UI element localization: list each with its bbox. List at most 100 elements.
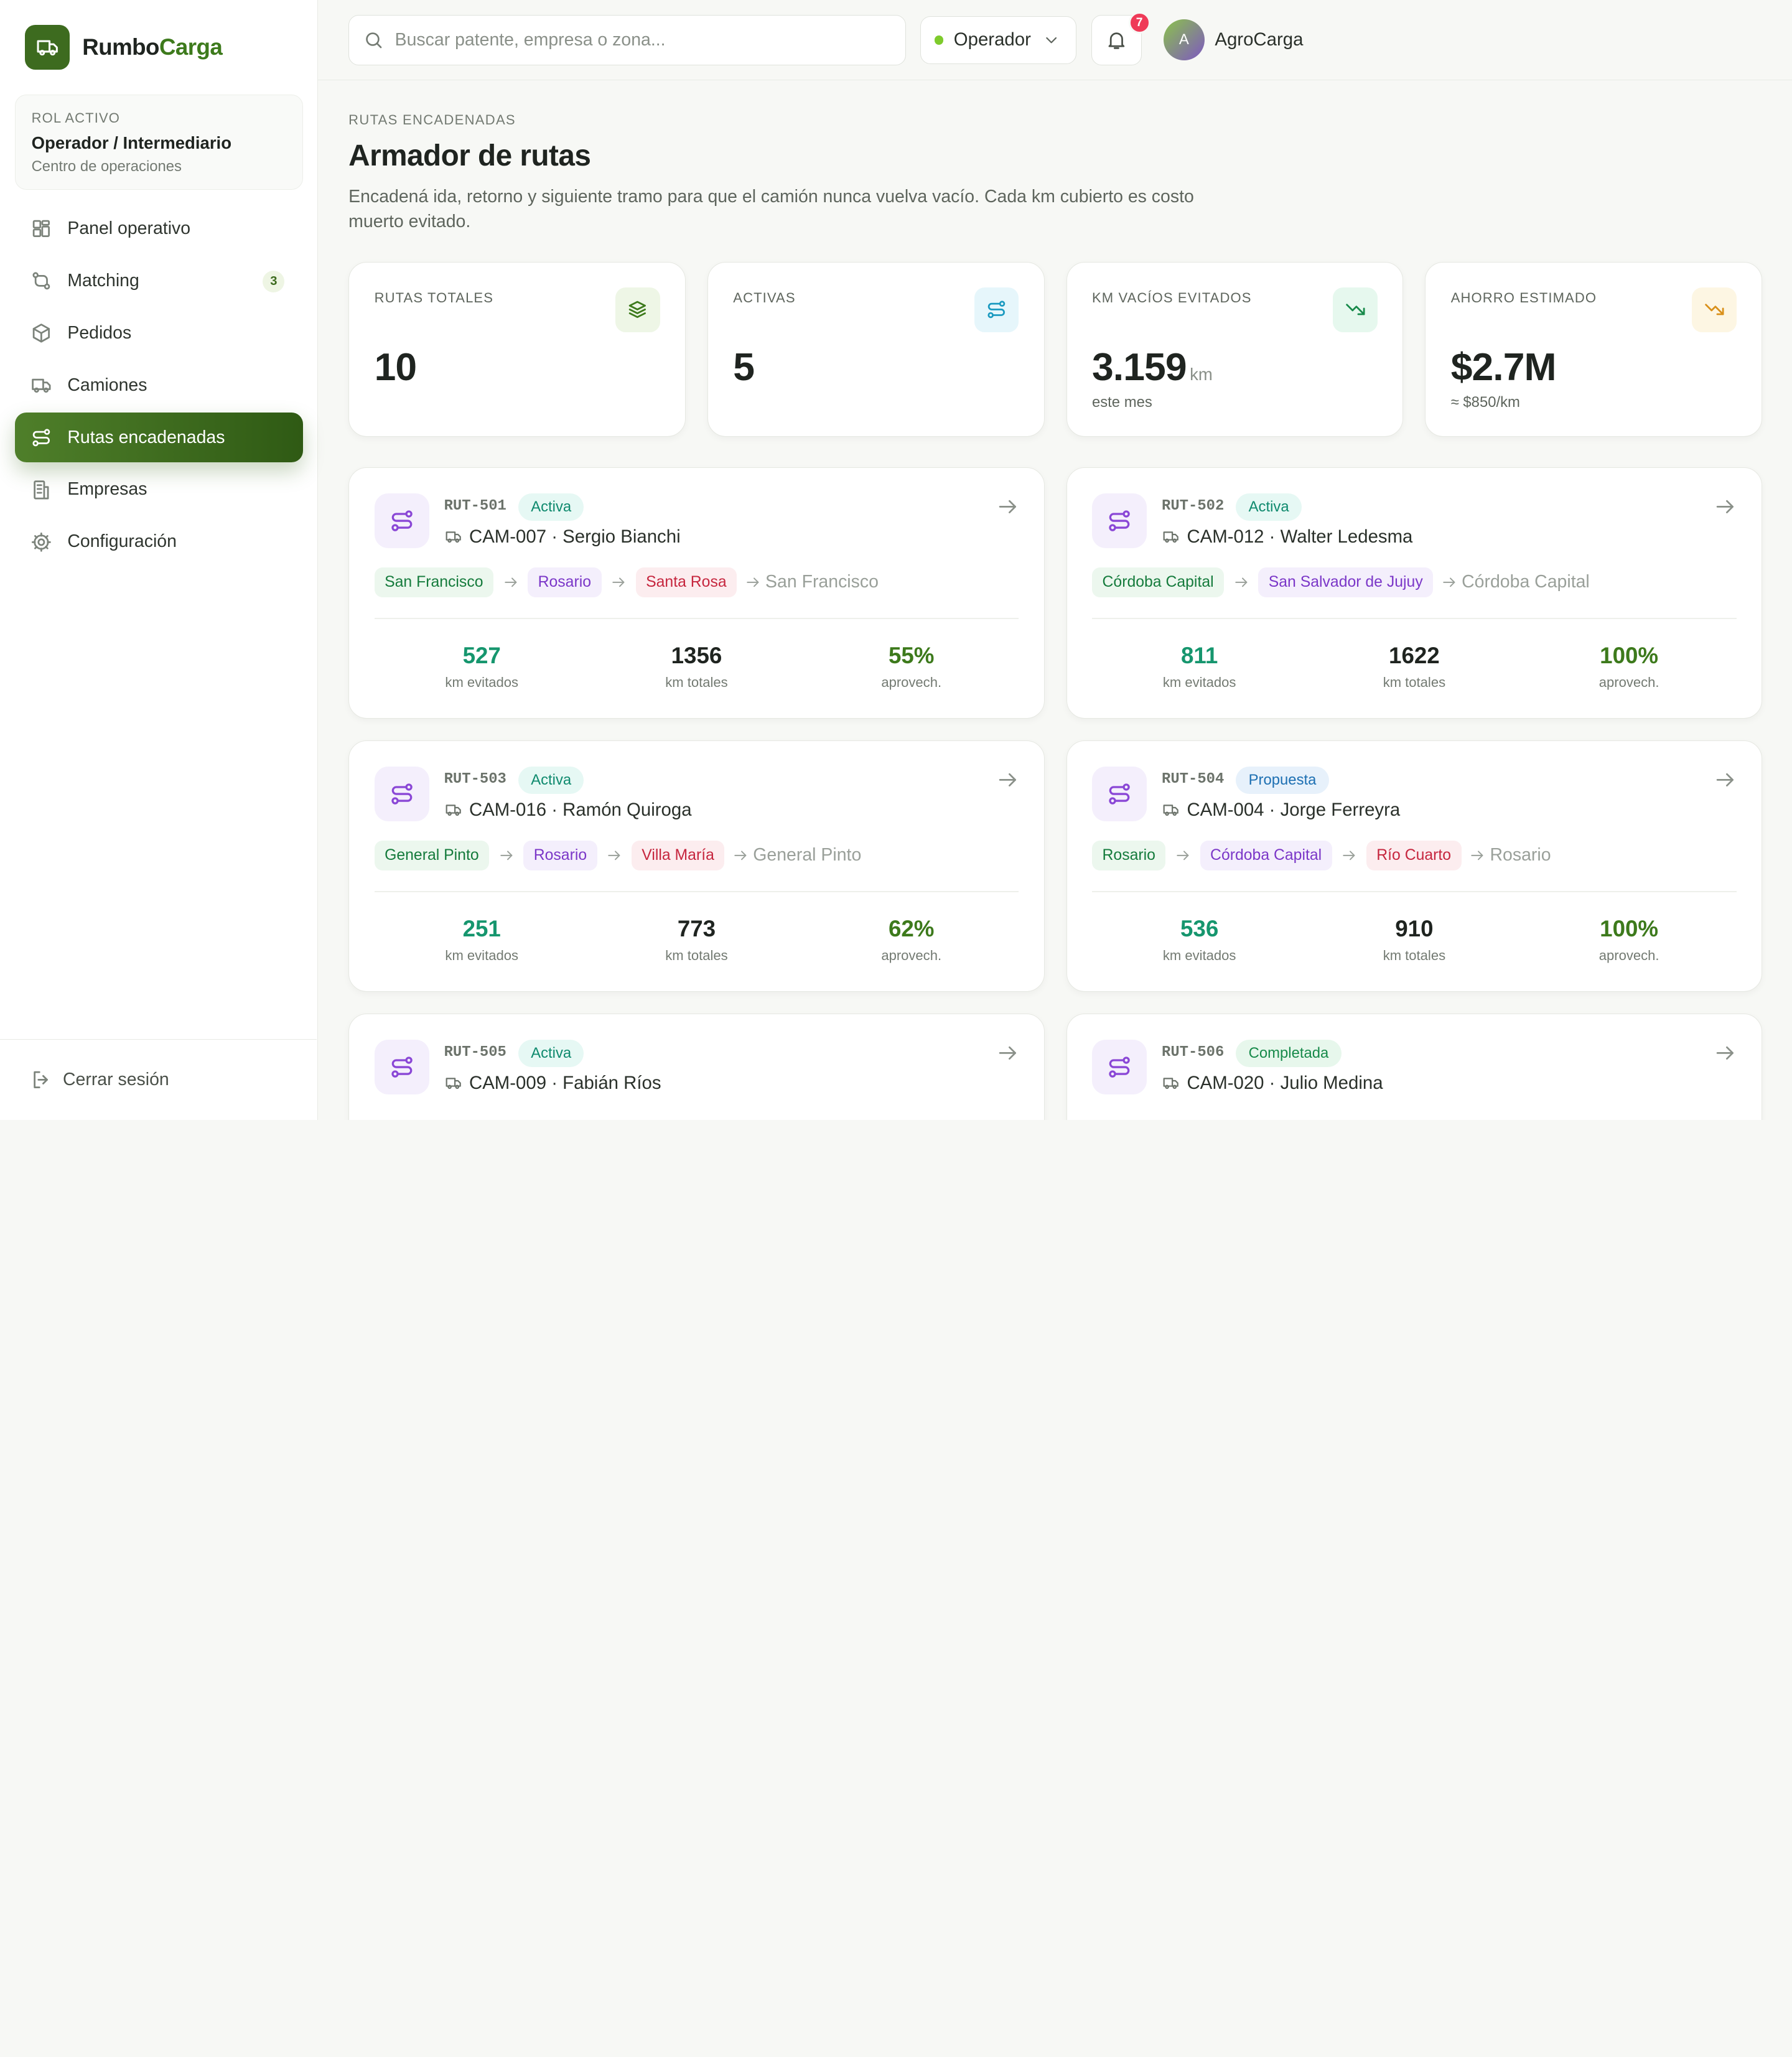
stat-label: KM VACÍOS EVITADOS: [1091, 289, 1252, 306]
route-code: RUT-504: [1162, 770, 1225, 788]
truck-assignment: CAM-020 · Julio Medina: [1162, 1073, 1383, 1094]
stat-label: ACTIVAS: [733, 289, 796, 306]
sidebar-item-rutas-encadenadas[interactable]: Rutas encadenadas: [14, 412, 303, 463]
metric-total: 773 km totales: [589, 916, 804, 964]
stat-icon-badge: [1333, 287, 1378, 332]
truck-icon: [1162, 1074, 1180, 1092]
route-card[interactable]: RUT-503 Activa CAM-016 · Ramón Quiroga Gene…: [348, 740, 1045, 992]
stat-icon-badge: [1692, 287, 1737, 332]
brand-name: RumboCarga: [82, 34, 223, 60]
arrow-right-icon[interactable]: [1714, 495, 1737, 518]
status-badge: Activa: [1236, 493, 1302, 521]
metric-usage: 55% aprovech.: [804, 643, 1019, 691]
stat-value-number: $2.7M: [1450, 345, 1557, 389]
user-menu[interactable]: A AgroCarga: [1163, 19, 1303, 61]
sidebar-item-pedidos[interactable]: Pedidos: [15, 308, 303, 358]
route-card[interactable]: RUT-501 Activa CAM-007 · Sergio Bianchi San…: [348, 467, 1045, 719]
metric-total: 1622 km totales: [1307, 643, 1521, 691]
stat-card: RUTAS TOTALES 10: [348, 261, 686, 437]
role-select[interactable]: Operador: [920, 16, 1077, 64]
route-icon: [985, 298, 1008, 321]
metric-value: 811: [1181, 643, 1218, 669]
route-card[interactable]: RUT-502 Activa CAM-012 · Walter Ledesma Cór…: [1066, 467, 1763, 719]
metric-avoided: 251 km evitados: [375, 916, 589, 964]
match-icon: [30, 269, 53, 292]
sidebar-item-label: Rutas encadenadas: [67, 427, 225, 447]
page-eyebrow: RUTAS ENCADENADAS: [348, 111, 516, 128]
stat-label: RUTAS TOTALES: [374, 289, 494, 306]
return-stop: Córdoba Capital: [1462, 572, 1590, 592]
truck-driver: CAM-009 · Fabián Ríos: [469, 1072, 661, 1093]
search-icon: [363, 29, 385, 51]
status-badge: Completada: [1236, 1039, 1342, 1067]
arrow-right-icon[interactable]: [996, 495, 1019, 518]
sidebar-item-panel-operativo[interactable]: Panel operativo: [15, 203, 303, 254]
sidebar-item-matching[interactable]: Matching 3: [15, 256, 303, 306]
search-input[interactable]: [394, 29, 887, 50]
metric-label: aprovech.: [881, 674, 942, 691]
route-icon: [388, 1053, 416, 1081]
sidebar-item-configuración[interactable]: Configuración: [15, 516, 303, 567]
page-content: RUTAS ENCADENADAS Armador de rutas Encad…: [348, 111, 1763, 1120]
route-card[interactable]: RUT-505 Activa CAM-009 · Fabián Ríos: [348, 1014, 1045, 1120]
sidebar-item-empresas[interactable]: Empresas: [15, 465, 303, 515]
sidebar-item-camiones[interactable]: Camiones: [15, 360, 303, 411]
trending-down-icon: [1344, 298, 1367, 321]
metric-value: 527: [462, 643, 501, 669]
arrow-right-icon[interactable]: [996, 1042, 1019, 1065]
route-chain: San Francisco Rosario Santa Rosa San Franci…: [374, 567, 879, 597]
arrow-right-icon[interactable]: [1714, 1042, 1737, 1065]
metric-total: 1356 km totales: [589, 643, 804, 691]
truck-assignment: CAM-016 · Ramón Quiroga: [444, 800, 692, 821]
metric-usage: 100% aprovech.: [1522, 916, 1737, 964]
active-role-card: ROL ACTIVO Operador / Intermediario Cent…: [14, 95, 303, 190]
route-icon: [388, 780, 416, 808]
route-card[interactable]: RUT-504 Propuesta CAM-004 · Jorge Ferreyra…: [1066, 740, 1763, 992]
notifications-button[interactable]: 7: [1091, 12, 1150, 65]
stat-value-number: 10: [374, 345, 418, 389]
route-icon: [1106, 780, 1133, 808]
route-icon: [30, 426, 53, 449]
box-icon: [30, 322, 53, 345]
truck-icon: [444, 801, 462, 819]
role-subtitle: Centro de operaciones: [31, 157, 182, 175]
metric-value: 100%: [1600, 916, 1659, 942]
arrow-right-icon: [610, 574, 627, 590]
route-code: RUT-502: [1162, 497, 1225, 515]
arrow-right-icon: [1233, 574, 1249, 590]
arrow-right-icon: [745, 574, 761, 590]
arrow-right-icon: [732, 847, 749, 864]
grid-icon: [30, 217, 53, 240]
stat-label: AHORRO ESTIMADO: [1450, 289, 1597, 306]
return-stop: San Francisco: [765, 572, 879, 592]
sidebar: RumboCarga ROL ACTIVO Operador / Interme…: [0, 0, 318, 1120]
route-icon-badge: [1092, 766, 1147, 821]
route-icon-badge: [1092, 493, 1147, 548]
arrow-right-icon[interactable]: [1714, 768, 1737, 791]
truck-driver: CAM-007 · Sergio Bianchi: [469, 526, 681, 547]
route-code: RUT-506: [1162, 1043, 1225, 1061]
main-area: Operador 7 A AgroCarga RUTAS ENCADENADAS…: [317, 0, 1792, 1120]
route-icon-badge: [1092, 1039, 1147, 1094]
truck-assignment: CAM-009 · Fabián Ríos: [444, 1073, 661, 1094]
stop-chip: Córdoba Capital: [1200, 840, 1332, 870]
metric-value: 773: [677, 916, 716, 942]
truck-icon: [30, 374, 53, 397]
route-card[interactable]: RUT-506 Completada CAM-020 · Julio Medina: [1066, 1014, 1763, 1120]
topbar: Operador 7 A AgroCarga: [317, 0, 1792, 80]
stat-icon-badge: [615, 287, 660, 332]
search-box[interactable]: [348, 14, 907, 65]
truck-driver: CAM-020 · Julio Medina: [1187, 1072, 1383, 1093]
sidebar-item-label: Panel operativo: [67, 218, 191, 238]
sidebar-nav: Panel operativo Matching 3 Pedidos Camiones R…: [14, 203, 303, 569]
arrow-right-icon: [503, 574, 519, 590]
brand[interactable]: RumboCarga: [25, 25, 223, 70]
stop-chip: Santa Rosa: [635, 567, 737, 597]
metric-avoided: 527 km evitados: [375, 643, 589, 691]
sidebar-item-label: Pedidos: [67, 322, 132, 343]
metric-value: 62%: [888, 916, 935, 942]
stat-value: 5: [733, 345, 1019, 389]
arrow-right-icon[interactable]: [996, 768, 1019, 791]
logout-button[interactable]: Cerrar sesión: [0, 1038, 317, 1120]
layers-icon: [626, 298, 649, 321]
